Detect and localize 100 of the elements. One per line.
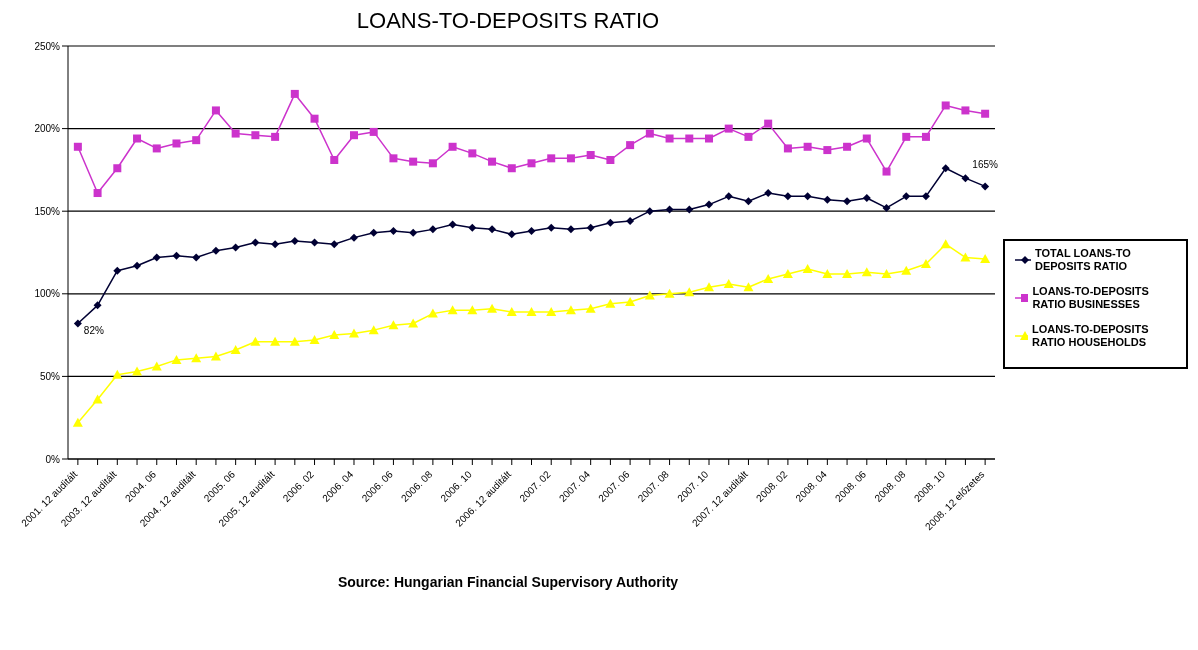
point [251,238,260,247]
point [684,287,695,297]
point [389,154,398,163]
point [566,225,575,234]
point [409,157,418,166]
point [645,207,654,216]
data-label: 82% [83,324,104,336]
point [250,336,261,346]
point [290,89,299,98]
point [547,223,556,232]
point [132,366,143,376]
point [310,114,319,123]
point [782,268,793,278]
y-tick-label: 100% [34,288,61,300]
point [960,252,971,262]
point [921,192,930,201]
point [803,142,812,151]
point [349,233,358,242]
point [644,290,655,300]
point [921,132,930,141]
point [901,265,912,275]
point [309,335,320,345]
legend-label: TOTAL LOANS-TO DEPOSITS RATIO [1034,247,1132,273]
point [191,353,202,363]
point [467,305,478,315]
point [468,223,477,232]
point [93,189,102,198]
point [704,282,715,292]
point [920,259,931,269]
point [941,164,950,173]
point [230,344,241,354]
y-tick-label: 0% [45,453,61,465]
point [271,240,280,249]
legend-label: LOANS-TO-DEPOSITS RATIO BUSINESSES [1032,285,1150,311]
point [586,223,595,232]
point [843,142,852,151]
point [388,320,399,330]
point [802,264,813,274]
point [823,195,832,204]
point [527,159,536,168]
point [211,246,220,255]
point [348,328,359,338]
point [427,308,438,318]
point [113,266,122,275]
point [112,369,123,379]
point [113,164,122,173]
point [862,134,871,143]
point [843,197,852,206]
point [408,318,419,328]
point [389,227,398,236]
source-note: Source: Hungarian Financial Supervisory Authority [336,574,680,590]
point [192,136,201,145]
point [723,278,734,288]
point [171,354,182,364]
point [349,131,358,140]
point [881,268,892,278]
point [902,132,911,141]
y-tick-label: 250% [34,40,61,52]
point [133,261,142,270]
y-tick-label: 150% [34,205,61,217]
point [290,236,299,245]
point [428,159,437,168]
point [882,167,891,176]
point [940,239,951,249]
point [625,297,636,307]
point [685,205,694,214]
point [606,155,615,164]
point [506,306,517,316]
point [172,251,181,260]
point [488,225,497,234]
point [488,157,497,166]
point [172,139,181,148]
point [980,254,991,264]
point [961,106,970,115]
point [862,193,871,202]
point [585,303,596,313]
point [231,129,240,138]
point [902,192,911,201]
y-tick-label: 200% [34,123,61,135]
point [152,144,161,153]
point [861,267,872,277]
point [586,151,595,160]
point [231,243,240,252]
point [507,230,516,239]
point [447,305,458,315]
point [271,132,280,141]
point [93,301,102,310]
point [289,336,300,346]
point [803,192,812,201]
point [783,144,792,153]
point [941,101,950,110]
point [468,149,477,158]
point [448,220,457,229]
point [783,192,792,201]
point [210,351,221,361]
point [73,319,82,328]
point [744,197,753,206]
point [507,164,516,173]
point [448,142,457,151]
point [251,131,260,140]
